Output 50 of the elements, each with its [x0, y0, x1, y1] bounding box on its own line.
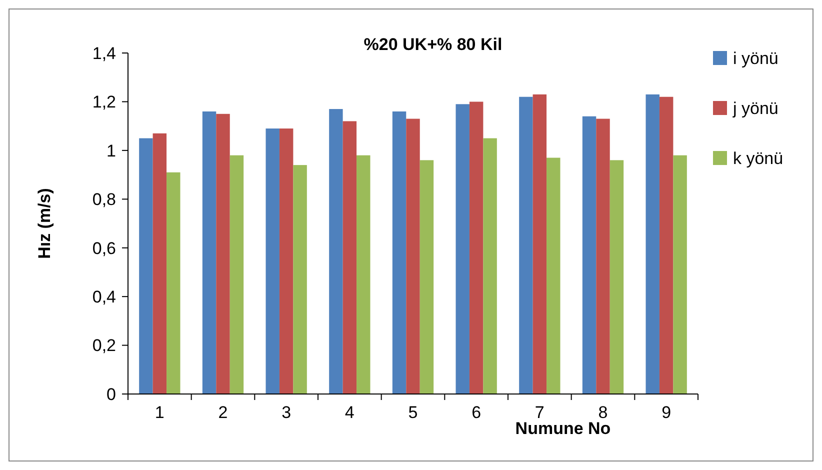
bar	[659, 96, 674, 394]
bar	[532, 94, 547, 394]
bar	[392, 111, 406, 394]
legend-label: k yönü	[733, 148, 784, 168]
bar	[456, 104, 470, 394]
y-tick-label: 1,2	[92, 92, 116, 112]
bar	[279, 128, 294, 394]
y-tick-label: 1,4	[92, 44, 116, 63]
x-tick-label: 5	[408, 403, 418, 422]
bar	[216, 114, 230, 394]
x-tick-label: 2	[218, 403, 228, 422]
x-tick-label: 6	[472, 403, 482, 422]
bar	[610, 160, 624, 394]
bar	[266, 128, 280, 394]
x-tick-label: 8	[598, 403, 608, 422]
bar	[420, 160, 434, 394]
bar	[673, 155, 687, 394]
bar	[646, 94, 660, 394]
bar	[406, 118, 420, 394]
bar	[519, 96, 533, 394]
y-tick-label: 0,6	[92, 238, 116, 258]
bar	[483, 138, 497, 394]
x-tick-label: 7	[534, 403, 544, 422]
bar	[469, 102, 484, 394]
bar	[152, 133, 167, 394]
y-tick-label: 0,2	[92, 336, 116, 356]
bar	[139, 138, 153, 394]
y-tick-label: 0,4	[92, 288, 116, 307]
bar	[166, 172, 180, 394]
x-tick-label: 1	[154, 403, 164, 422]
chart-title: %20 UK+% 80 Kil	[364, 35, 502, 54]
y-axis-title: Hız (m/s)	[35, 188, 54, 259]
y-tick-label: 0,8	[92, 190, 116, 210]
x-tick-label: 3	[282, 403, 292, 422]
x-tick-label: 9	[662, 403, 672, 422]
bar	[293, 165, 307, 394]
y-tick-label: 0	[106, 384, 116, 404]
bar	[342, 121, 357, 394]
bar	[546, 158, 560, 394]
bar	[596, 118, 610, 394]
bar	[202, 111, 216, 394]
x-tick-label: 4	[344, 403, 354, 422]
y-tick-label: 1	[106, 141, 116, 160]
bar	[230, 155, 244, 394]
legend-label: j yönü	[732, 98, 778, 118]
legend-label: i yönü	[733, 48, 778, 68]
bar	[582, 116, 596, 394]
x-axis-title: Numune No	[515, 419, 611, 438]
bar	[329, 109, 343, 394]
bar	[356, 155, 370, 394]
